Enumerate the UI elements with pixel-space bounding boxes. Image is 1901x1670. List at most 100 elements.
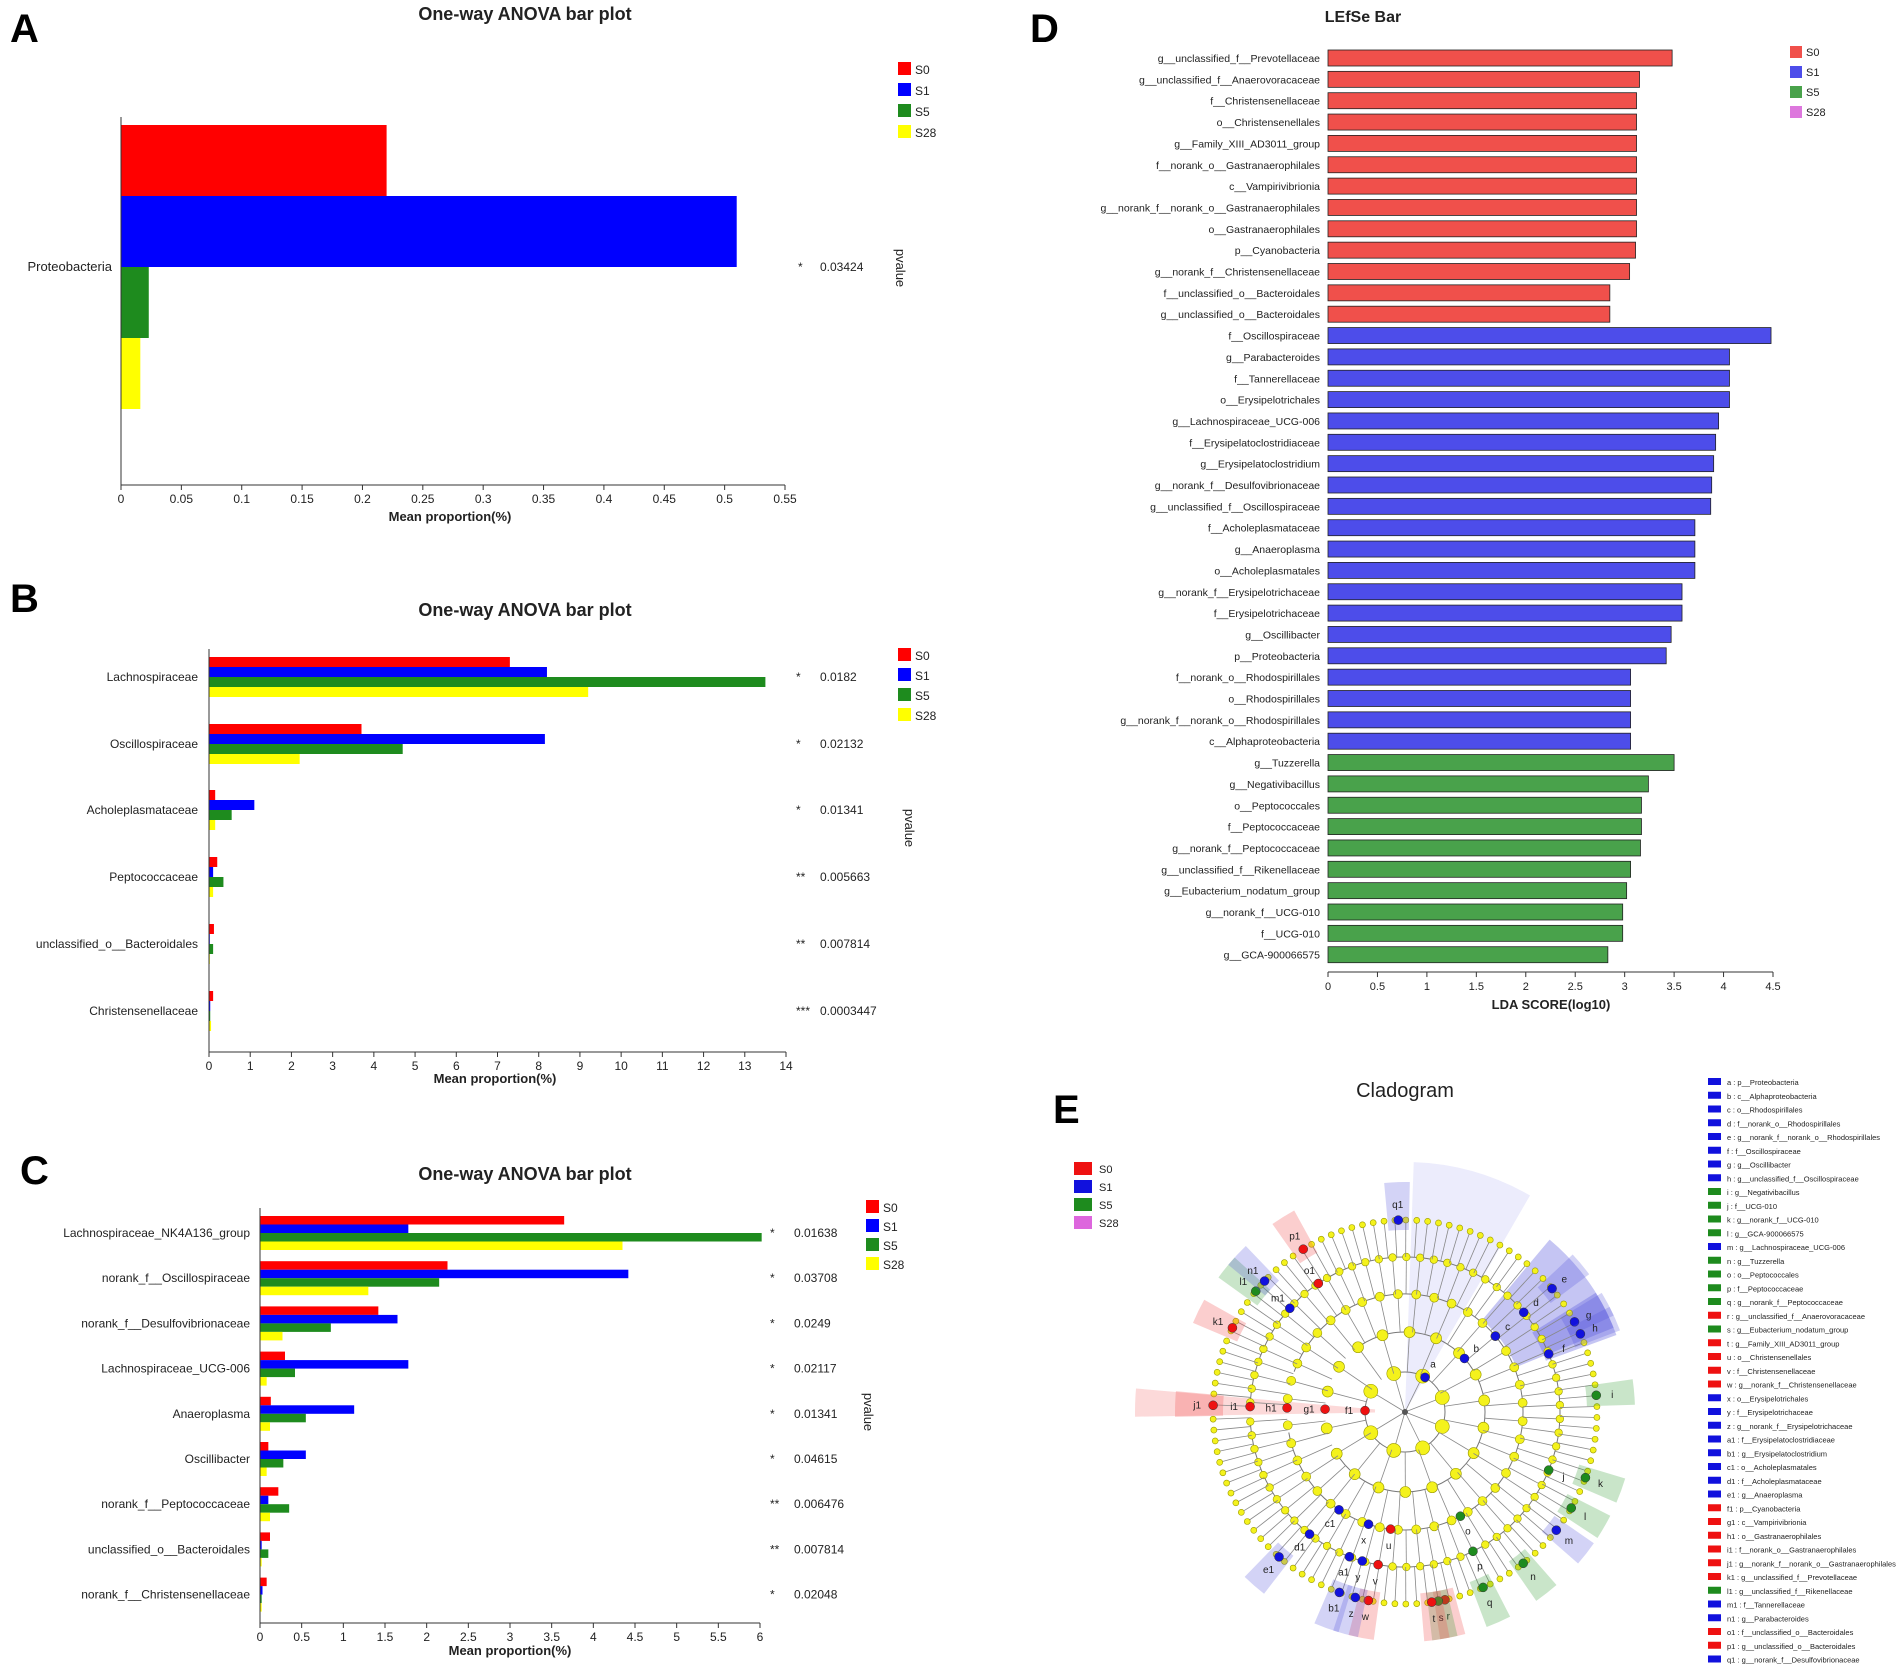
legend-label-A-S0: S0 <box>915 63 930 77</box>
clado-node-label-b: b <box>1474 1344 1480 1355</box>
x-tick-label-B-12: 12 <box>697 1059 711 1073</box>
clado-branch-150 <box>1275 1269 1302 1298</box>
clado-marked-node-i <box>1591 1390 1602 1401</box>
clado-branch-91 <box>1482 1295 1508 1324</box>
pvalue-B-0: 0.0182 <box>820 670 857 684</box>
panel-c-title: One-way ANOVA bar plot <box>418 1164 631 1184</box>
clado-branch-100 <box>1522 1404 1560 1408</box>
clado-branch-60 <box>1330 1473 1355 1504</box>
clado-marked-node-m <box>1551 1525 1562 1535</box>
clado-node-label-p1: p1 <box>1289 1232 1301 1243</box>
clado-branch-102 <box>1521 1427 1559 1434</box>
clado-branch-211 <box>1465 1554 1481 1589</box>
clado-key-swatch-36 <box>1708 1573 1721 1580</box>
clado-branch-173 <box>1488 1250 1510 1283</box>
x-tick-label-C-3: 1.5 <box>377 1630 394 1644</box>
bar-B-5-S1 <box>209 1001 211 1011</box>
clado-marked-node-a1 <box>1344 1551 1355 1562</box>
clado-branch-30 <box>1317 1332 1346 1359</box>
lefse-bar-19 <box>1327 455 1715 473</box>
lefse-label-26: f__Erysipelotrichaceae <box>1214 608 1320 620</box>
lefse-legend-swatch-S0 <box>1790 46 1802 58</box>
pvalue-C-0: 0.01638 <box>794 1226 838 1240</box>
lefse-label-2: f__Christensenellaceae <box>1210 96 1320 108</box>
lefse-bar-12 <box>1327 305 1611 323</box>
lefse-label-3: o__Christensenellales <box>1217 117 1320 129</box>
clado-node-label-i1: i1 <box>1230 1402 1238 1413</box>
bar-B-3-S1 <box>209 867 214 877</box>
clado-key-text-0: a : p__Proteobacteria <box>1727 1078 1800 1087</box>
clado-node-label-q: q <box>1487 1598 1493 1609</box>
clado-branch-72 <box>1276 1324 1308 1346</box>
clado-node-190 <box>1593 1403 1601 1410</box>
panel-b-bars: Lachnospiraceae * 0.0182 Oscillospiraceae * 0… <box>36 657 877 1031</box>
lefse-bar-33 <box>1327 754 1675 771</box>
clado-node-28 <box>1292 1358 1303 1369</box>
clado-branch-155 <box>1320 1239 1338 1273</box>
clado-node-55 <box>1411 1524 1422 1535</box>
clado-branch-230 <box>1284 1532 1308 1562</box>
clado-node-118 <box>1402 1562 1411 1572</box>
clado-legend-label-S0: S0 <box>1099 1164 1112 1176</box>
bar-C-4-S5 <box>260 1413 306 1423</box>
lefse-bar-10 <box>1327 263 1631 280</box>
cladogram-tree: a b c d e f gh i j k l m n o p q rst u v w x y z a1 b1 c1 d1 e1 f1 g1… <box>1135 1162 1635 1642</box>
clado-branch-231 <box>1275 1526 1302 1555</box>
lefse-x-tick-label-6: 3 <box>1622 981 1628 993</box>
lefse-label-6: c__Vampirivibrionia <box>1229 181 1320 193</box>
clado-node-228 <box>1298 1570 1306 1578</box>
panel-e-title: Cladogram <box>1356 1080 1454 1102</box>
clado-branch-13 <box>1420 1338 1437 1376</box>
clado-node-label-p: p <box>1477 1562 1483 1573</box>
clado-node-38 <box>1446 1298 1457 1309</box>
lefse-bar-2 <box>1327 92 1637 110</box>
clado-marked-node-w <box>1363 1595 1374 1606</box>
clado-branch-138 <box>1215 1382 1252 1390</box>
clado-root <box>1402 1409 1408 1415</box>
category-label-B-0: Lachnospiraceae <box>107 670 199 684</box>
clado-node-130 <box>1265 1483 1274 1492</box>
clado-key-text-13: n : g__Tuzzerella <box>1727 1257 1785 1266</box>
clado-branch-95 <box>1508 1338 1542 1357</box>
panel-d: D LEfSe Bar g__unclassified_f__Prevotell… <box>1030 7 1826 1012</box>
clado-key-swatch-20 <box>1708 1353 1721 1360</box>
clado-key-text-10: k : g__norank_f__UCG-010 <box>1727 1216 1819 1225</box>
clado-branch-209 <box>1481 1546 1501 1580</box>
x-tick-label-B-1: 1 <box>247 1059 254 1073</box>
clado-branch-65 <box>1287 1420 1326 1426</box>
clado-branch-201 <box>1532 1498 1564 1521</box>
clado-branch-147 <box>1253 1293 1284 1317</box>
clado-branch-183 <box>1545 1332 1580 1349</box>
clado-branch-62 <box>1305 1455 1339 1477</box>
lefse-bar-35 <box>1327 796 1642 814</box>
clado-key-swatch-24 <box>1708 1408 1721 1415</box>
clado-node-109 <box>1513 1514 1522 1523</box>
clado-branch-167 <box>1440 1225 1450 1262</box>
clado-marked-node-c1 <box>1334 1505 1344 1515</box>
clado-branch-224 <box>1341 1558 1355 1594</box>
clado-branch-10 <box>1357 1347 1382 1380</box>
clado-node-72 <box>1272 1320 1281 1329</box>
clado-branch-18 <box>1439 1432 1474 1454</box>
clado-node-25 <box>1320 1422 1333 1435</box>
clado-node-30 <box>1312 1328 1323 1338</box>
clado-key-swatch-11 <box>1708 1229 1721 1237</box>
clado-key-text-36: k1 : g__unclassified_f__Prevotellaceae <box>1727 1573 1857 1582</box>
clado-key-text-25: z : g__norank_f__Erysipelotrichaceae <box>1727 1422 1853 1431</box>
clado-marked-node-f1 <box>1360 1405 1370 1416</box>
clado-key-text-17: r : g__unclassified_f__Anaerovoracaceae <box>1727 1312 1865 1321</box>
clado-marked-node-n1 <box>1259 1276 1270 1286</box>
clado-node-170 <box>1477 1232 1484 1239</box>
x-tick-label-C-5: 2.5 <box>460 1630 477 1644</box>
clado-legend-swatch-S0 <box>1074 1162 1092 1175</box>
lefse-bar-17 <box>1327 412 1720 430</box>
lefse-bar-27 <box>1327 626 1672 643</box>
clado-node-135 <box>1246 1417 1255 1426</box>
legend-swatch-A-S5 <box>898 104 911 117</box>
x-tick-label-C-8: 4 <box>590 1630 597 1644</box>
category-label-C-7: unclassified_o__Bacteroidales <box>88 1542 250 1556</box>
clado-node-140 <box>1216 1358 1224 1366</box>
pvalue-C-8: 0.02048 <box>794 1588 838 1602</box>
x-tick-label-A-11: 0.55 <box>773 492 797 506</box>
